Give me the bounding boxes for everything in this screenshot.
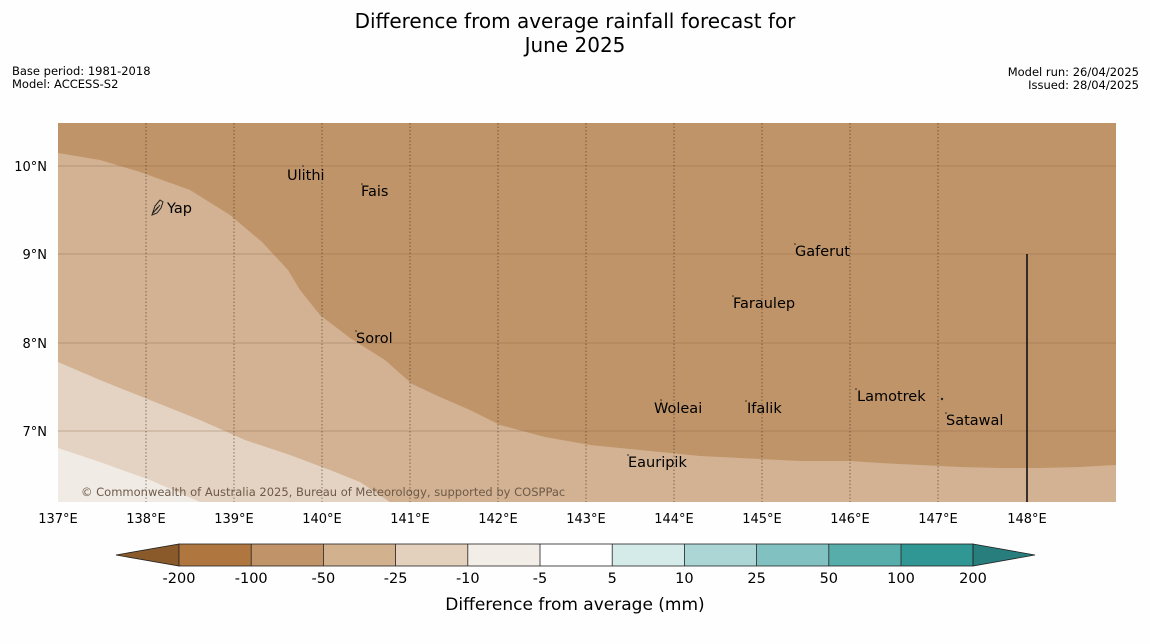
band-minus-10-to-minus-25 bbox=[58, 362, 390, 502]
band-minus-5-to-minus-10 bbox=[58, 448, 200, 502]
lon-label-147e: 147°E bbox=[918, 512, 958, 527]
colorbar-tick-label: -5 bbox=[533, 571, 547, 587]
lat-label-10n: 10°N bbox=[14, 160, 47, 175]
lat-label-7n: 7°N bbox=[23, 425, 48, 440]
colorbar-segment bbox=[901, 544, 973, 566]
copyright-notice: © Commonwealth of Australia 2025, Bureau… bbox=[81, 485, 565, 499]
longitude-axis-labels: 137°E 138°E 139°E 140°E 141°E 142°E 143°… bbox=[38, 512, 1047, 527]
colorbar: -200 -100 -50 -25 -10 -5 5 10 25 50 100 … bbox=[115, 543, 1036, 615]
colorbar-segment bbox=[395, 544, 468, 566]
longitude-gridlines bbox=[145, 123, 939, 502]
forecast-info-left: Base period: 1981-2018 Model: ACCESS-S2 bbox=[12, 65, 151, 91]
colorbar-tick-label: 100 bbox=[887, 571, 915, 587]
map-title: Difference from average rainfall forecas… bbox=[0, 9, 1150, 57]
colorbar-segment bbox=[684, 544, 757, 566]
lon-label-146e: 146°E bbox=[830, 512, 870, 527]
place-label-ifalik: Ifalik bbox=[747, 401, 782, 417]
colorbar-segment bbox=[179, 544, 252, 566]
place-label-sorol: Sorol bbox=[356, 331, 393, 347]
latitude-axis-labels: 10°N 9°N 8°N 7°N bbox=[14, 160, 47, 440]
colorbar-tick-label: -50 bbox=[312, 571, 336, 587]
colorbar-tick-label: 25 bbox=[747, 571, 765, 587]
place-label-faraulep: Faraulep bbox=[733, 296, 795, 312]
issued-text: Issued: 28/04/2025 bbox=[1028, 78, 1139, 92]
place-label-gaferut: Gaferut bbox=[795, 244, 850, 260]
lon-label-141e: 141°E bbox=[390, 512, 430, 527]
place-labels: Ulithi Fais Yap Gaferut Faraulep Sorol L… bbox=[166, 168, 1003, 471]
colorbar-tick-label: -10 bbox=[456, 571, 480, 587]
lon-label-142e: 142°E bbox=[478, 512, 518, 527]
colorbar-segment bbox=[756, 544, 829, 566]
colorbar-tick-label: 5 bbox=[608, 571, 617, 587]
colorbar-segment bbox=[251, 544, 324, 566]
place-label-fais: Fais bbox=[361, 184, 388, 200]
colorbar-segment bbox=[467, 544, 540, 566]
colorbar-tick-label: 50 bbox=[820, 571, 838, 587]
lon-label-137e: 137°E bbox=[38, 512, 78, 527]
rainfall-difference-map bbox=[58, 123, 1116, 502]
base-period-text: Base period: 1981-2018 bbox=[12, 64, 151, 78]
colorbar-segment bbox=[323, 544, 396, 566]
title-line-1: Difference from average rainfall forecas… bbox=[354, 9, 796, 33]
colorbar-high-extension bbox=[972, 543, 1036, 567]
forecast-info-right: Model run: 26/04/2025 Issued: 28/04/2025 bbox=[1008, 66, 1139, 92]
lon-label-143e: 143°E bbox=[566, 512, 606, 527]
model-text: Model: ACCESS-S2 bbox=[12, 77, 119, 91]
colorbar-segment bbox=[612, 544, 685, 566]
colorbar-tick-label: -200 bbox=[163, 571, 196, 587]
title-line-2: June 2025 bbox=[524, 33, 626, 57]
lat-label-9n: 9°N bbox=[23, 248, 48, 263]
lon-label-148e: 148°E bbox=[1007, 512, 1047, 527]
colorbar-segment bbox=[540, 544, 613, 566]
lat-label-8n: 8°N bbox=[23, 337, 48, 352]
colorbar-segment bbox=[828, 544, 901, 566]
lon-label-138e: 138°E bbox=[126, 512, 166, 527]
place-label-woleai: Woleai bbox=[654, 401, 702, 417]
model-run-text: Model run: 26/04/2025 bbox=[1007, 65, 1139, 79]
place-label-lamotrek: Lamotrek bbox=[857, 389, 926, 405]
colorbar-tick-label: -100 bbox=[235, 571, 268, 587]
place-label-yap: Yap bbox=[166, 201, 192, 217]
colorbar-tick-label: -25 bbox=[384, 571, 408, 587]
colorbar-low-extension bbox=[115, 543, 180, 567]
lon-label-145e: 145°E bbox=[742, 512, 782, 527]
colorbar-tick-label: 200 bbox=[959, 571, 987, 587]
island-markers bbox=[302, 165, 947, 456]
band-minus-25-to-minus-50 bbox=[58, 153, 1116, 502]
place-label-satawal: Satawal bbox=[946, 413, 1003, 429]
lon-label-140e: 140°E bbox=[302, 512, 342, 527]
lon-label-139e: 139°E bbox=[214, 512, 254, 527]
yap-island-outline bbox=[151, 199, 164, 216]
place-label-ulithi: Ulithi bbox=[287, 168, 325, 184]
colorbar-title: Difference from average (mm) bbox=[445, 595, 704, 615]
lon-label-144e: 144°E bbox=[654, 512, 694, 527]
colorbar-tick-label: 10 bbox=[675, 571, 693, 587]
place-label-eauripik: Eauripik bbox=[628, 455, 687, 471]
